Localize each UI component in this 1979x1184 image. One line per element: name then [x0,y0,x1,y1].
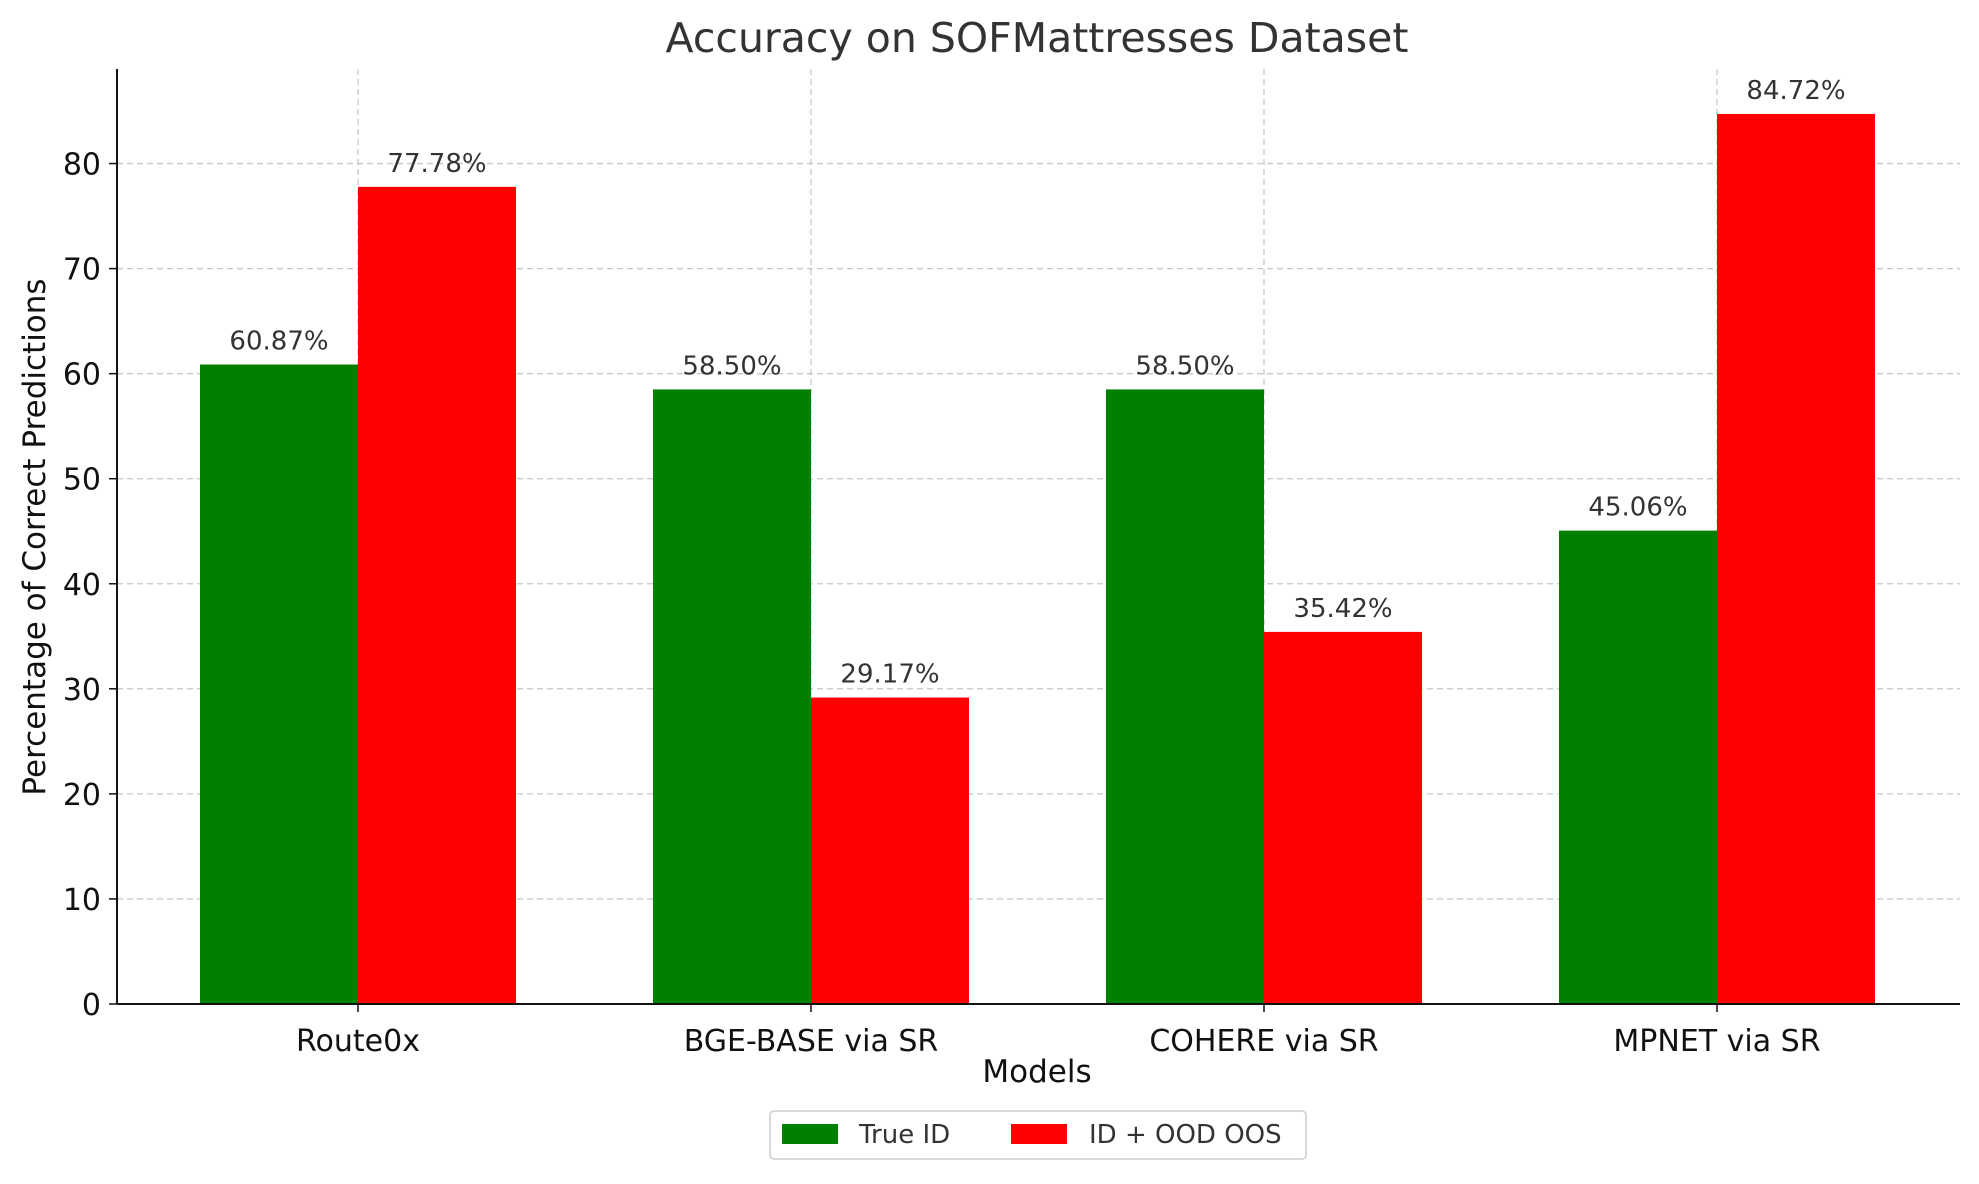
bar-value-label: 29.17% [840,660,939,690]
legend-label-id-ood-oos: ID + OOD OOS [1089,1120,1282,1150]
x-tick-label: BGE-BASE via SR [684,1024,939,1059]
bar-value-label: 58.50% [1135,351,1234,381]
tick-labels: 0 10 20 30 40 50 60 70 80 Route0x BGE-BASE via SR C… [63,148,1821,1059]
bar-id-ood-oos [358,186,516,1004]
y-tick-label: 0 [82,988,101,1023]
y-tick-label: 60 [63,358,101,393]
legend: True ID ID + OOD OOS [769,1110,1307,1160]
y-tick-label: 30 [63,673,101,708]
x-tick-label: COHERE via SR [1149,1024,1378,1059]
bar-value-label: 45.06% [1588,493,1687,523]
legend-label-true-id: True ID [858,1120,950,1150]
y-tick-label: 70 [63,253,101,288]
bar-id-ood-oos [1264,631,1422,1004]
bar-value-label: 58.50% [682,351,781,381]
y-axis-label: Percentage of Correct Predictions [17,278,53,795]
bars [200,113,1875,1004]
bar-true-id [653,389,811,1004]
bar-true-id [200,364,358,1004]
bar-value-label: 35.42% [1293,594,1392,624]
x-tick-label: MPNET via SR [1613,1024,1820,1059]
x-axis-label: Models [982,1054,1091,1090]
bar-value-label: 84.72% [1746,76,1845,106]
bar-true-id [1106,389,1264,1004]
bar-value-label: 60.87% [229,327,328,357]
bar-id-ood-oos [811,697,969,1004]
y-tick-label: 80 [63,148,101,183]
y-tick-label: 10 [63,883,101,918]
y-tick-label: 50 [63,463,101,498]
bar-id-ood-oos [1717,113,1875,1004]
chart-title: Accuracy on SOFMattresses Dataset [666,14,1409,62]
bar-value-label: 77.78% [387,149,486,179]
axes [109,69,1960,1012]
bar-true-id [1559,530,1717,1004]
x-tick-label: Route0x [296,1024,420,1059]
y-tick-label: 20 [63,778,101,813]
y-tick-label: 40 [63,568,101,603]
legend-swatch-id-ood-oos [1011,1124,1067,1144]
legend-swatch-true-id [782,1124,838,1144]
bar-value-labels: 60.87% 58.50% 58.50% 45.06% 77.78% 29.17% 35.4… [229,76,1845,690]
